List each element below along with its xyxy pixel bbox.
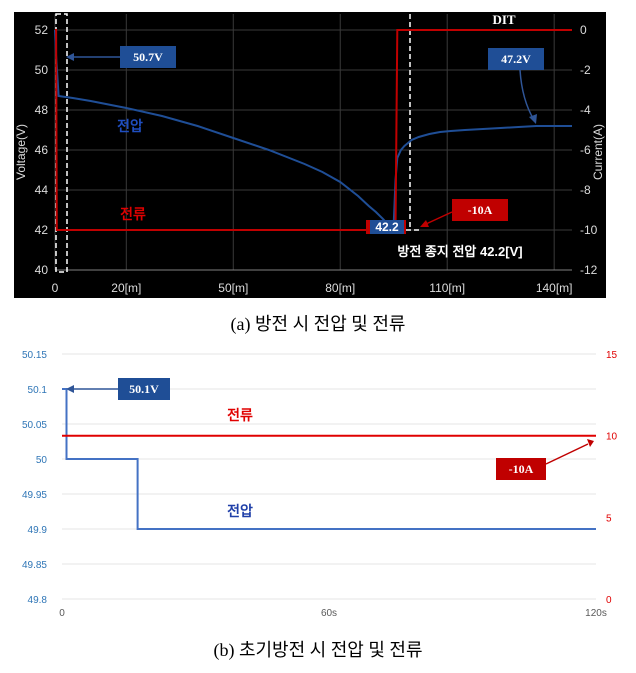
chart-b-y-right-tick: 5: [606, 513, 612, 524]
label-current-b: 전류: [227, 407, 253, 423]
arrow-10a-line: [425, 211, 453, 225]
chart-b-x-tick: 60s: [321, 608, 337, 619]
chart-a-x-tick: 80[m]: [325, 281, 355, 295]
chart-a-y-right-tick: 0: [580, 23, 587, 37]
chart-a-left-axis-label: Voltage(V): [14, 124, 28, 180]
chart-a-y-left-tick: 40: [35, 263, 49, 277]
label-42: 42.2: [375, 220, 399, 234]
label-box-10a-b: [496, 458, 546, 480]
chart-b-x-tick: 0: [59, 608, 65, 619]
chart-b-y-left-tick: 50.15: [22, 350, 47, 361]
chart-a-y-left-tick: 42: [35, 223, 49, 237]
label-voltage-b: 전압: [227, 503, 253, 519]
chart-b-y-left-tick: 50.1: [28, 385, 48, 396]
chart-a-x-tick: 140[m]: [536, 281, 573, 295]
chart-b-y-left-tick: 49.8: [28, 595, 48, 606]
chart-a-x-tick: 50[m]: [218, 281, 248, 295]
label-box-50-1v: [118, 378, 170, 400]
chart-b-y-left-tick: 49.85: [22, 560, 47, 571]
chart-b-ticks: 49.8 49.85 49.9 49.95 50 50.05 50.1 50.15 0 5 10 15…: [22, 350, 618, 619]
arrow-47v-head: [529, 114, 537, 124]
arrow-50-1v-head: [66, 385, 74, 393]
chart-a-y-left-tick: 52: [35, 23, 49, 37]
caption-b: (b) 초기방전 시 전압 및 전류: [213, 640, 422, 661]
chart-a-y-left-tick: 46: [35, 143, 49, 157]
chart-a-y-right-tick: -6: [580, 143, 591, 157]
label-47v: 47.2V: [501, 52, 531, 66]
caption-a: (a) 방전 시 전압 및 전류: [231, 314, 406, 335]
chart-a-right-axis-label: Current(A): [591, 124, 605, 180]
arrow-10a-b-head: [587, 439, 594, 447]
label-box-10a: [452, 199, 508, 221]
chart-a-y-right-tick: -4: [580, 103, 591, 117]
label-voltage-a: 전압: [117, 118, 143, 134]
chart-b-y-left-tick: 49.95: [22, 490, 47, 501]
label-10a-a: -10A: [468, 203, 493, 217]
chart-a-y-right-tick: -12: [580, 263, 598, 277]
label-box-50v: [120, 46, 176, 68]
arrow-50v-head: [66, 53, 74, 61]
chart-b-x-tick: 120s: [585, 608, 607, 619]
label-box-42: [370, 220, 404, 234]
chart-a-y-right-tick: -2: [580, 63, 591, 77]
label-50-1v: 50.1V: [129, 382, 159, 396]
label-10a-b: -10A: [509, 462, 534, 476]
chart-a-y-left-tick: 50: [35, 63, 49, 77]
chart-a-x-tick: 110[m]: [429, 281, 465, 295]
chart-b-y-right-tick: 0: [606, 595, 612, 606]
chart-a-y-right-tick: -8: [580, 183, 591, 197]
chart-a-x-tick: 0: [52, 281, 59, 295]
label-current-a: 전류: [120, 206, 146, 222]
label-box-47v: [488, 48, 544, 70]
chart-b-series: [62, 388, 596, 530]
chart-b-y-left-tick: 50: [36, 455, 48, 466]
label-50v: 50.7V: [133, 50, 163, 64]
chart-b-y-right-tick: 15: [606, 350, 618, 361]
chart-b-y-right-tick: 10: [606, 432, 618, 443]
arrow-10a-head: [420, 220, 429, 227]
chart-b-y-left-tick: 49.9: [28, 525, 48, 536]
chart-a-ticks: 0 20[m] 50[m] 80[m] 110[m] 140[m] 40 42 44 46 48 50…: [35, 23, 598, 295]
label-dit: DIT: [492, 12, 515, 27]
chart-b-voltage-line: [62, 388, 596, 530]
arrow-10a-b-line: [545, 443, 589, 465]
chart-a-x-tick: 20[m]: [111, 281, 141, 295]
chart-a-y-left-tick: 48: [35, 103, 49, 117]
label-stop-voltage: 방전 종지 전압 42.2[V]: [397, 244, 522, 259]
chart-b-y-left-tick: 50.05: [22, 420, 47, 431]
chart-a-y-right-tick: -10: [580, 223, 598, 237]
chart-a-y-left-tick: 44: [35, 183, 49, 197]
